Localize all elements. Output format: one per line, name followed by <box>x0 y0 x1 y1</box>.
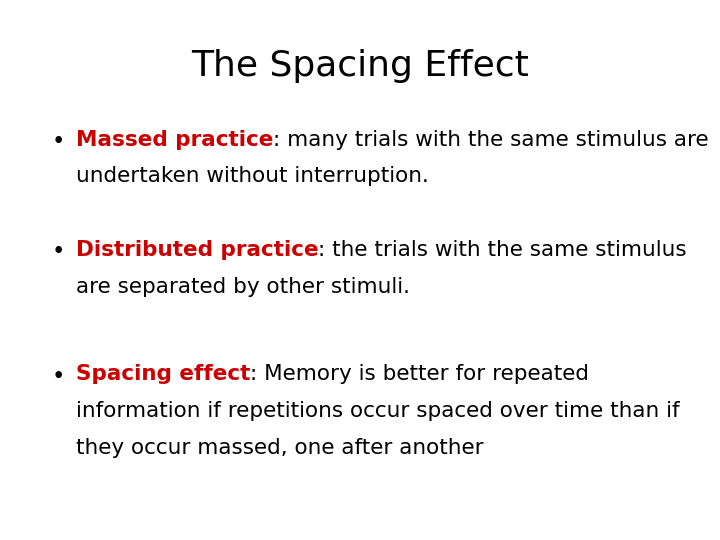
Text: : many trials with the same stimulus are: : many trials with the same stimulus are <box>273 130 708 150</box>
Text: undertaken without interruption.: undertaken without interruption. <box>76 166 428 186</box>
Text: : Memory is better for repeated: : Memory is better for repeated <box>250 364 589 384</box>
Text: •: • <box>52 364 66 388</box>
Text: : the trials with the same stimulus: : the trials with the same stimulus <box>318 240 687 260</box>
Text: information if repetitions occur spaced over time than if: information if repetitions occur spaced … <box>76 401 679 421</box>
Text: they occur massed, one after another: they occur massed, one after another <box>76 438 483 458</box>
Text: are separated by other stimuli.: are separated by other stimuli. <box>76 277 410 297</box>
Text: Distributed practice: Distributed practice <box>76 240 318 260</box>
Text: •: • <box>52 240 66 264</box>
Text: Spacing effect: Spacing effect <box>76 364 250 384</box>
Text: The Spacing Effect: The Spacing Effect <box>191 49 529 83</box>
Text: Massed practice: Massed practice <box>76 130 273 150</box>
Text: •: • <box>52 130 66 153</box>
